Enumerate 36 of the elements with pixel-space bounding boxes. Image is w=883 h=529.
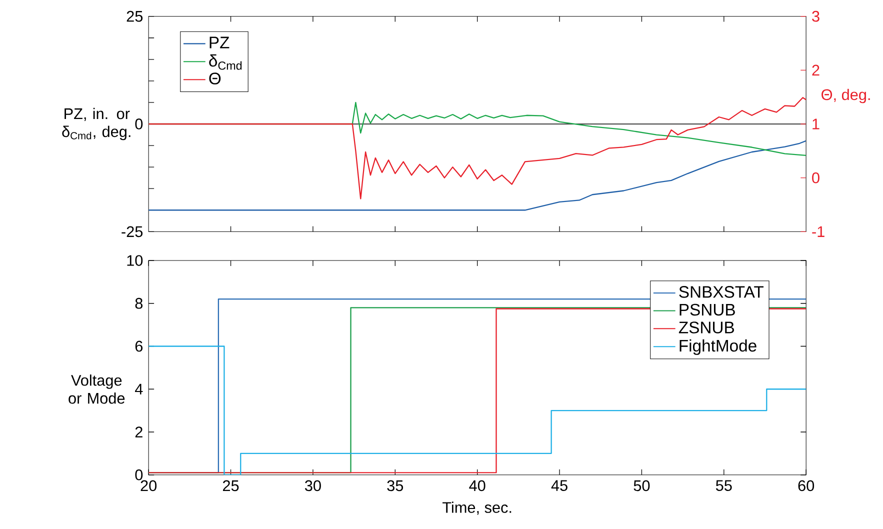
- y-tick-label: 4: [135, 384, 143, 395]
- line-series: [148, 97, 806, 200]
- y-tick-label: 2: [135, 426, 142, 438]
- y-tick-label: 0: [135, 470, 143, 480]
- y-tick-label: 0: [135, 118, 143, 130]
- y2-tick-label: 2: [812, 64, 820, 76]
- y-tick-label: 10: [127, 255, 143, 266]
- x-tick-label: 40: [469, 480, 486, 492]
- x-tick-label: 60: [798, 480, 814, 492]
- x-tick-label: 45: [551, 480, 568, 492]
- x-tick-label: 55: [716, 480, 732, 492]
- y-axis-title: Voltage or Mode: [68, 374, 125, 404]
- y2-tick-label: 3: [812, 11, 820, 22]
- y2-tick-label: -1: [812, 226, 824, 238]
- y-tick-label: -25: [122, 226, 143, 238]
- y2-tick-label: 1: [812, 118, 820, 130]
- x-tick-label: 25: [222, 480, 239, 492]
- x-tick-label: 20: [140, 480, 157, 492]
- legend-label: SNBXSTAT: [679, 286, 764, 298]
- legend-label: PZ: [210, 36, 230, 48]
- x-axis-title: Time, sec.: [442, 502, 512, 515]
- y2-tick-label: 0: [812, 172, 820, 184]
- y-tick-label: 8: [135, 298, 143, 309]
- legend-label: δ$_{Cmd}$: [209, 54, 242, 70]
- x-tick-label: 35: [387, 480, 404, 492]
- x-tick-label: 30: [304, 480, 321, 492]
- line-series: [148, 140, 806, 211]
- y2-axis-title: Θ, deg.: [822, 88, 870, 104]
- y-tick-label: 6: [135, 340, 143, 352]
- legend-label: ZSNUB: [678, 322, 734, 334]
- y-axis-title: PZ, in. or δ$_{Cmd}$, deg.: [62, 108, 130, 140]
- y-tick-label: 25: [126, 11, 143, 22]
- legend-label: PSNUB: [680, 304, 735, 316]
- legend-label: Θ: [209, 72, 221, 85]
- x-tick-label: 50: [634, 480, 650, 492]
- legend-label: FightMode: [680, 340, 756, 356]
